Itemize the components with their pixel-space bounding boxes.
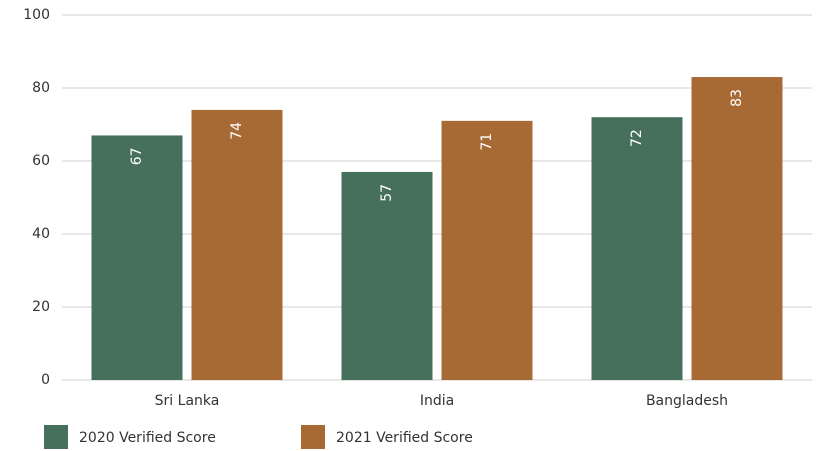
bar [191,109,283,381]
x-tick-label: India [420,393,454,409]
legend-swatch [301,425,325,449]
data-label: 74 [229,122,245,140]
bar [91,135,183,380]
data-label: 67 [129,147,145,165]
data-label: 83 [729,89,745,107]
legend-swatch [44,425,68,449]
y-tick-label: 40 [32,226,50,242]
data-label: 57 [379,184,395,202]
data-label: 71 [479,133,495,151]
bar [691,77,783,381]
x-tick-label: Bangladesh [646,393,728,409]
y-tick-label: 0 [41,372,50,388]
y-tick-label: 80 [32,80,50,96]
bar [341,171,433,380]
y-tick-label: 100 [23,7,50,23]
bar [591,117,683,380]
legend-label: 2020 Verified Score [79,430,216,446]
data-label: 72 [629,129,645,147]
y-tick-label: 20 [32,299,50,315]
y-tick-label: 60 [32,153,50,169]
bar [441,120,533,380]
x-tick-label: Sri Lanka [155,393,220,409]
legend-label: 2021 Verified Score [336,430,473,446]
